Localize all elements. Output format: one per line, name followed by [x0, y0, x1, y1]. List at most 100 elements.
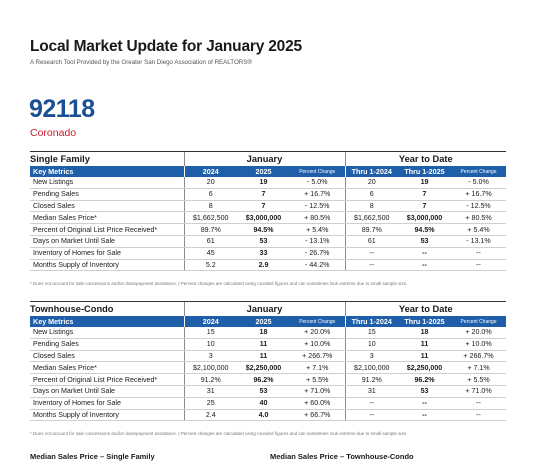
section-header-row: Townhouse-Condo January Year to Date	[30, 301, 507, 316]
value-2024: $2,100,000	[183, 361, 237, 375]
section-header-row: Single Family January Year to Date	[30, 151, 507, 166]
value-thru-2024: 15	[344, 327, 399, 339]
metric-label: Days on Market Until Sale	[30, 385, 184, 398]
value-thru-2025: --	[398, 397, 452, 410]
table-row: Pending Sales 6 7 + 16.7% 6 7 + 16.7%	[30, 188, 507, 201]
metric-label: Inventory of Homes for Sale	[30, 247, 184, 260]
section-title: Townhouse-Condo	[30, 301, 184, 316]
percent-change: + 266.7%	[290, 350, 346, 363]
table-row: Pending Sales 10 11 + 10.0% 10 11 + 10.0%	[30, 338, 507, 351]
value-thru-2024: $1,662,500	[344, 211, 399, 225]
percent-change-ytd: + 7.1%	[451, 361, 507, 375]
value-thru-2025: 7	[398, 188, 452, 201]
ytd-header: Year to Date	[344, 301, 507, 316]
value-2024: 15	[183, 327, 237, 339]
value-2025: 2.9	[237, 259, 290, 272]
percent-change: - 5.0%	[290, 177, 346, 189]
metric-label: New Listings	[30, 327, 184, 339]
table-row: New Listings 15 18 + 20.0% 15 18 + 20.0%	[30, 327, 507, 339]
townhouse-body: Townhouse-Condo January Year to Date Key…	[30, 301, 507, 422]
percent-change-ytd: + 71.0%	[451, 385, 507, 398]
value-2024: 10	[183, 338, 237, 351]
percent-change: - 44.2%	[290, 259, 346, 272]
value-thru-2024: 20	[344, 177, 399, 189]
metric-label: Closed Sales	[30, 200, 184, 213]
section-title: Single Family	[30, 151, 184, 166]
single-family-table: Single Family January Year to Date Key M…	[30, 151, 507, 272]
table-row: Months Supply of Inventory 5.2 2.9- 44.2% -…	[30, 259, 507, 272]
metric-label: Days on Market Until Sale	[30, 235, 184, 248]
metric-label: Inventory of Homes for Sale	[30, 397, 184, 410]
col-2025: 2025	[237, 316, 290, 327]
percent-change: + 5.5%	[290, 373, 346, 386]
column-header-row: Key Metrics 2024 2025 Percent Change Thr…	[30, 316, 507, 327]
value-thru-2025: 18	[398, 327, 452, 339]
value-thru-2024: 61	[344, 235, 399, 248]
value-thru-2024: 89.7%	[344, 223, 399, 236]
value-2024: 25	[183, 397, 237, 410]
value-thru-2024: --	[344, 259, 399, 272]
value-2025: 4.0	[237, 409, 290, 422]
area-name: Coronado	[30, 127, 77, 139]
metric-label: Months Supply of Inventory	[30, 259, 184, 272]
percent-change: + 80.5%	[290, 211, 346, 225]
table-row: Median Sales Price* $1,662,500 $3,000,000 +…	[30, 211, 507, 225]
value-2025: 19	[237, 177, 290, 189]
value-2025: 33	[237, 247, 290, 260]
page-subtitle: A Research Tool Provided by the Greater …	[30, 59, 252, 66]
percent-change: + 16.7%	[290, 188, 346, 201]
metric-label: Closed Sales	[30, 350, 184, 363]
percent-change-ytd: --	[451, 259, 507, 272]
value-2024: 6	[183, 188, 237, 201]
value-thru-2024: 10	[344, 338, 399, 351]
percent-change: - 13.1%	[290, 235, 346, 248]
value-2024: $1,662,500	[183, 211, 237, 225]
column-header-row: Key Metrics 2024 2025 Percent Change Thr…	[30, 166, 507, 177]
value-thru-2024: --	[344, 247, 399, 260]
col-thru-2024: Thru 1-2024	[344, 166, 399, 177]
single-family-body: Single Family January Year to Date Key M…	[30, 151, 507, 272]
value-2024: 45	[183, 247, 237, 260]
value-thru-2025: $3,000,000	[398, 211, 452, 225]
value-thru-2025: 53	[398, 385, 452, 398]
percent-change-ytd: - 5.0%	[451, 177, 507, 189]
metric-label: New Listings	[30, 177, 184, 189]
value-thru-2024: 3	[344, 350, 399, 363]
value-thru-2025: --	[398, 409, 452, 422]
value-2025: 11	[237, 350, 290, 363]
value-2025: 53	[237, 385, 290, 398]
value-2024: 91.2%	[183, 373, 237, 386]
percent-change-ytd: + 5.5%	[451, 373, 507, 386]
col-percent-change-ytd: Percent Change	[451, 166, 507, 177]
value-2025: 7	[237, 188, 290, 201]
percent-change: - 12.5%	[290, 200, 346, 213]
percent-change-ytd: + 10.0%	[451, 338, 507, 351]
metric-label: Median Sales Price*	[30, 361, 184, 375]
value-thru-2025: 11	[398, 350, 452, 363]
page-title: Local Market Update for January 2025	[30, 38, 302, 55]
metric-label: Pending Sales	[30, 188, 184, 201]
table-row: Inventory of Homes for Sale 25 40 + 60.0% --…	[30, 397, 507, 410]
table-row: Days on Market Until Sale 61 53- 13.1% 61 53…	[30, 235, 507, 248]
value-2024: 31	[183, 385, 237, 398]
value-thru-2024: 31	[344, 385, 399, 398]
table-row: New Listings 20 19- 5.0% 20 19- 5.0%	[30, 177, 507, 189]
col-percent-change: Percent Change	[290, 166, 346, 177]
townhouse-footnote: * Does not account for sale concessions …	[30, 431, 408, 436]
percent-change: - 26.7%	[290, 247, 346, 260]
chart-title-townhouse: Median Sales Price – Townhouse-Condo	[270, 452, 414, 461]
col-thru-2024: Thru 1-2024	[344, 316, 399, 327]
table-row: Months Supply of Inventory 2.4 4.0 + 66.7% -…	[30, 409, 507, 422]
january-header: January	[183, 151, 346, 166]
percent-change-ytd: + 20.0%	[451, 327, 507, 339]
value-2025: $3,000,000	[237, 211, 290, 225]
value-2024: 20	[183, 177, 237, 189]
percent-change-ytd: --	[451, 247, 507, 260]
zip-code: 92118	[29, 95, 95, 123]
col-2024: 2024	[183, 316, 237, 327]
percent-change-ytd: + 266.7%	[451, 350, 507, 363]
table-row: Closed Sales 8 7- 12.5% 8 7- 12.5%	[30, 200, 507, 213]
table-row: Closed Sales 3 11 + 266.7% 3 11 + 266.7%	[30, 350, 507, 363]
value-thru-2025: --	[398, 247, 452, 260]
key-metrics-header: Key Metrics	[30, 316, 184, 327]
